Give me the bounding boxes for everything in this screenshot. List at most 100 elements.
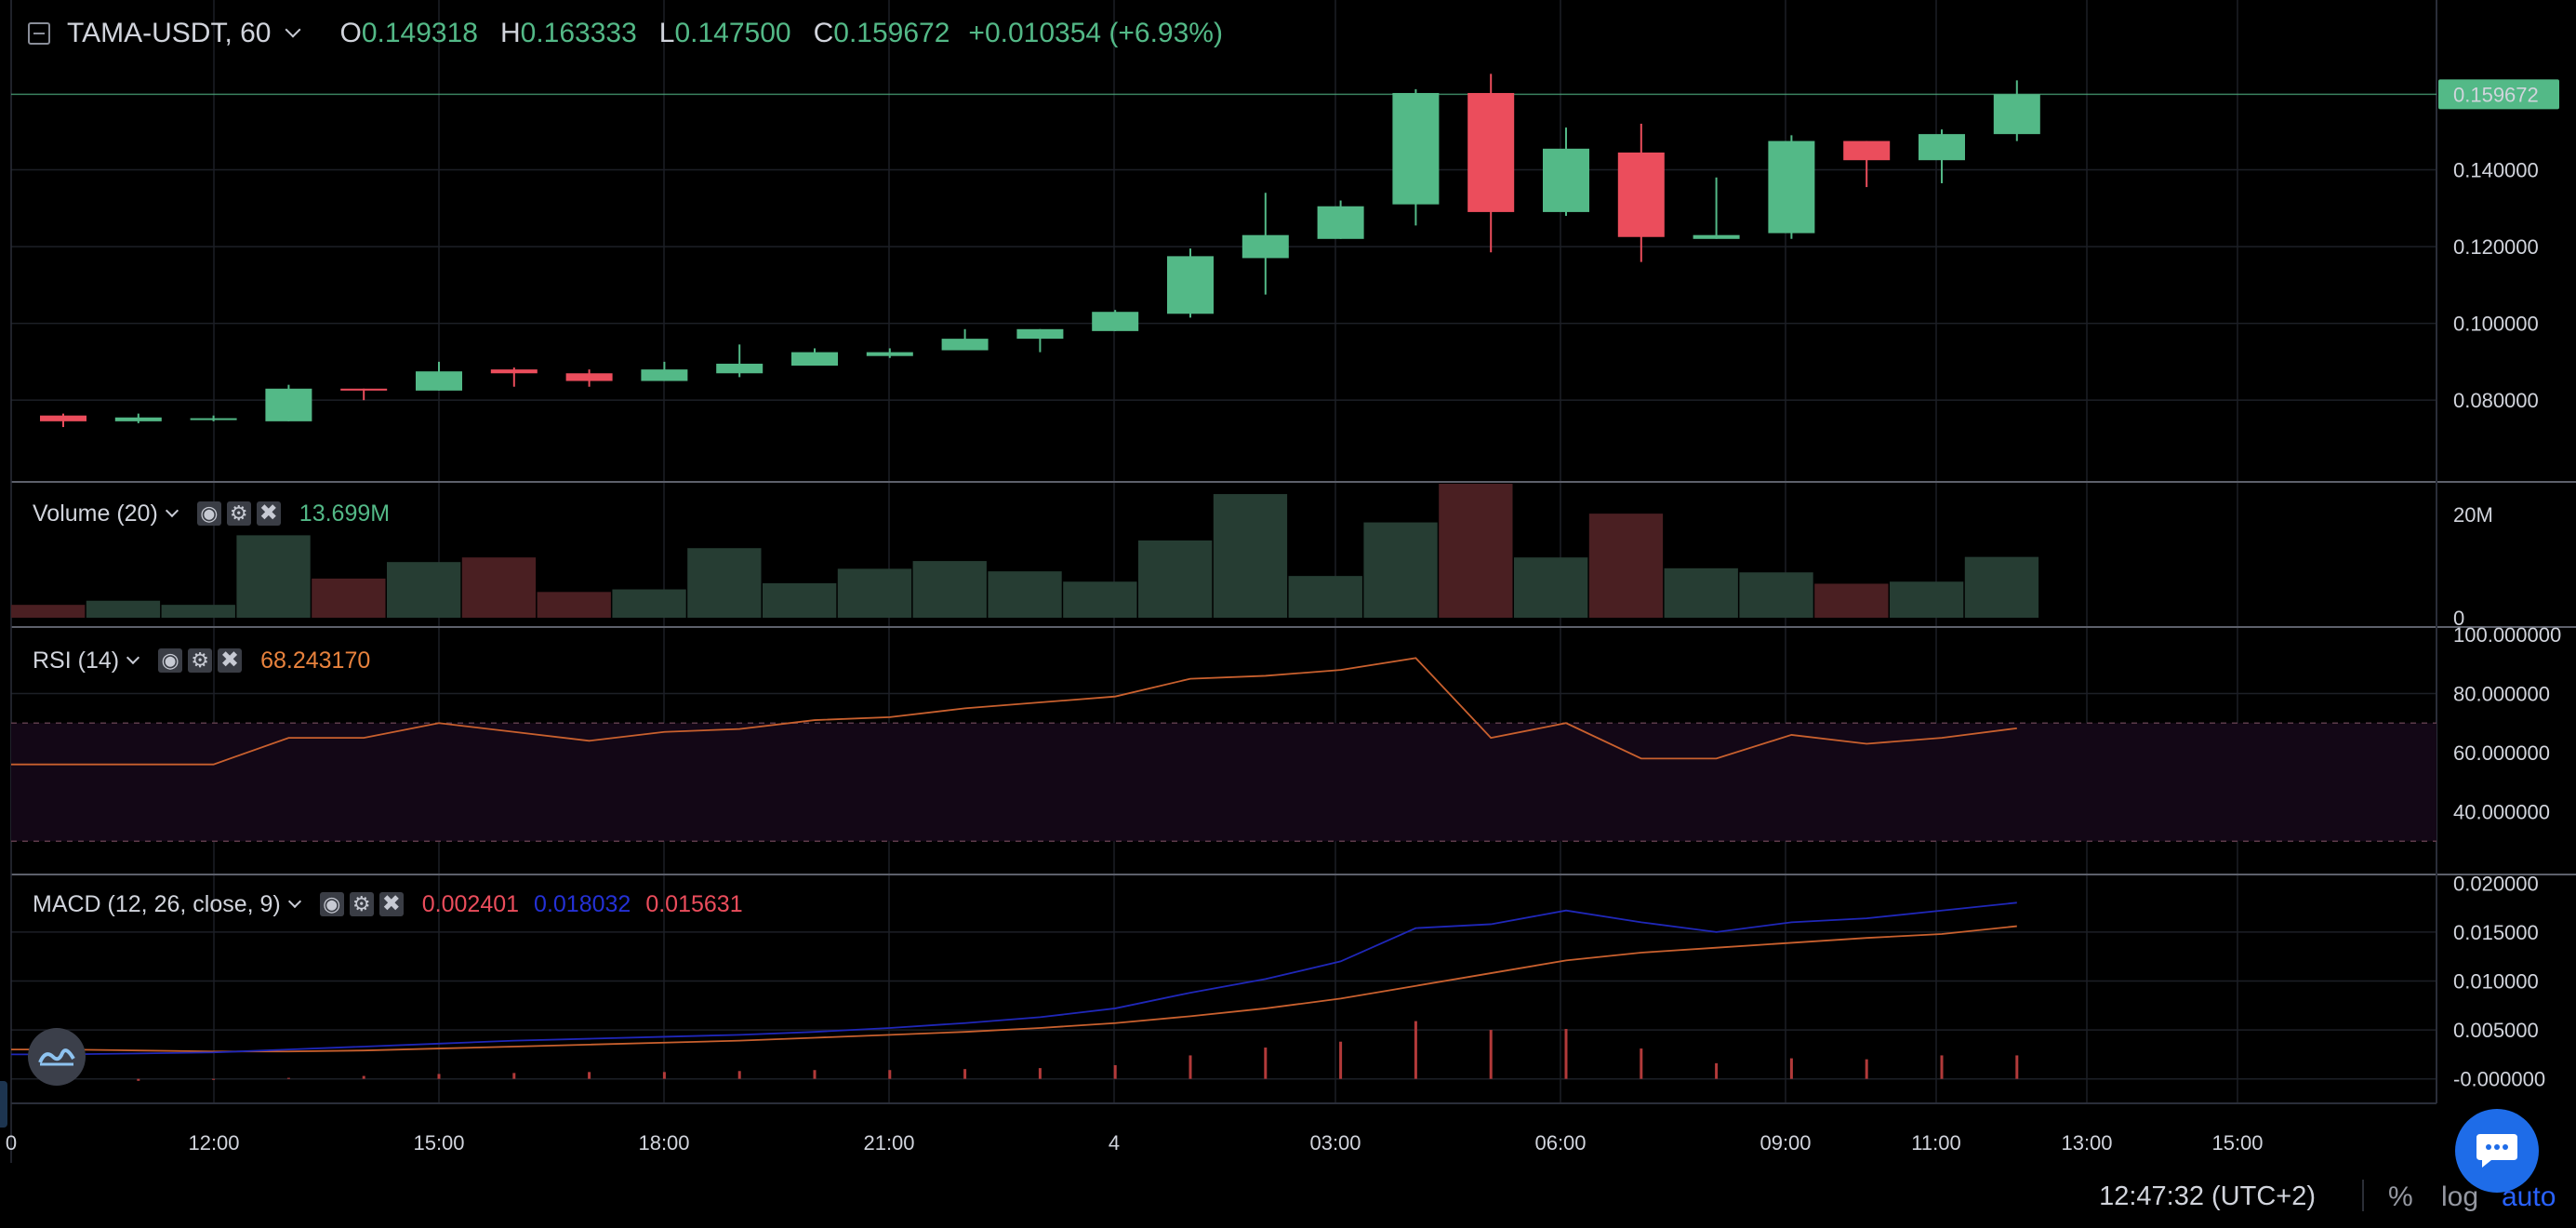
candle — [1543, 127, 1589, 217]
candle — [941, 328, 989, 351]
time-axis-label: 15:00 — [413, 1131, 464, 1155]
candle-body — [1993, 94, 2040, 135]
volume-title[interactable]: Volume (20) — [33, 500, 158, 527]
status-bar: 12:47:32 (UTC+2) % log auto — [0, 1163, 2576, 1228]
candle — [1768, 135, 1815, 239]
change-value: +0.010354 (+6.93%) — [968, 18, 1223, 48]
rsi-title[interactable]: RSI (14) — [33, 647, 120, 674]
volume-legend[interactable]: Volume (20) ◉ ⚙ ✖ 13.699M — [33, 497, 390, 530]
candle — [1167, 248, 1214, 318]
candle-body — [565, 373, 613, 381]
gear-icon[interactable]: ⚙ — [349, 892, 374, 916]
close-value: 0.159672 — [833, 18, 950, 48]
chevron-down-icon[interactable] — [126, 650, 140, 665]
candle-body — [490, 369, 538, 374]
time-axis-label: 11:00 — [1911, 1131, 1960, 1155]
collapse-icon[interactable] — [28, 22, 50, 45]
macd-axis-label: 0.010000 — [2453, 969, 2539, 993]
price-axis-label: 0.120000 — [2453, 235, 2539, 259]
volume-axis-label: 20M — [2453, 503, 2493, 527]
last-price-tag — [2438, 79, 2559, 110]
symbol-title[interactable]: TAMA-USDT, 60 — [67, 18, 272, 48]
candle — [641, 361, 688, 381]
time-axis-label: 4 — [1109, 1131, 1120, 1155]
tradingview-logo-icon[interactable] — [28, 1028, 86, 1086]
gear-icon[interactable]: ⚙ — [226, 501, 251, 526]
close-icon[interactable]: ✖ — [218, 648, 243, 673]
volume-bar — [687, 548, 762, 618]
candle — [791, 348, 838, 367]
rsi-legend[interactable]: RSI (14) ◉ ⚙ ✖ 68.243170 — [33, 644, 370, 677]
candle-body — [1092, 312, 1139, 331]
symbol-legend[interactable]: TAMA-USDT, 60 O 0.149318 H 0.163333 L 0.147… — [28, 13, 1223, 54]
eye-icon[interactable]: ◉ — [158, 648, 183, 673]
macd-legend[interactable]: MACD (12, 26, close, 9) ◉ ⚙ ✖ 0.002401 0… — [33, 888, 743, 921]
time-axis-label: 03:00 — [1309, 1131, 1361, 1155]
candle — [416, 361, 462, 391]
log-toggle[interactable]: log — [2441, 1181, 2479, 1212]
volume-bar — [312, 578, 386, 618]
candle-body — [1016, 328, 1064, 340]
macd-hist-value: 0.002401 — [421, 890, 520, 917]
volume-bar — [1439, 484, 1513, 618]
volume-bar — [1063, 581, 1137, 618]
rsi-axis-label: 100.000000 — [2453, 623, 2561, 647]
time-axis-label: 21:00 — [863, 1131, 914, 1155]
time-axis-label: 15:00 — [2211, 1131, 2263, 1155]
open-value: 0.149318 — [361, 18, 478, 48]
gear-icon[interactable]: ⚙ — [188, 648, 213, 673]
eye-icon[interactable]: ◉ — [319, 892, 344, 916]
price-axis-label: 0.100000 — [2453, 313, 2539, 336]
candle — [265, 384, 312, 421]
candle-body — [190, 418, 237, 420]
candle — [716, 344, 764, 378]
candle-body — [1617, 152, 1665, 237]
rsi-axis-label: 40.000000 — [2453, 801, 2550, 824]
volume-axis-label: 0 — [2453, 607, 2464, 630]
candle-body — [791, 352, 838, 367]
chat-icon — [2476, 1134, 2517, 1168]
sidebar-handle[interactable] — [0, 1081, 7, 1128]
macd-title[interactable]: MACD (12, 26, close, 9) — [33, 890, 281, 917]
price-axis-label: 0.140000 — [2453, 159, 2539, 182]
chevron-down-icon[interactable] — [165, 503, 179, 518]
chat-button[interactable] — [2455, 1109, 2539, 1193]
low-value: 0.147500 — [674, 18, 791, 48]
volume-bar — [763, 582, 837, 618]
divider — [2362, 1180, 2364, 1211]
candle-body — [941, 339, 989, 351]
macd-signal-line — [11, 925, 2017, 1053]
candle-body — [1543, 148, 1589, 212]
volume-bar — [1814, 583, 1889, 618]
macd-signal-value: 0.015631 — [645, 890, 743, 917]
volume-bar — [1514, 557, 1588, 618]
percent-toggle[interactable]: % — [2388, 1181, 2413, 1212]
candle — [1317, 200, 1364, 239]
volume-bar — [1363, 522, 1438, 618]
last-price-label: 0.159672 — [2453, 83, 2539, 106]
candle — [40, 413, 86, 428]
volume-bar — [837, 568, 912, 618]
time-axis-label: 09:00 — [1759, 1131, 1811, 1155]
volume-bar — [1138, 540, 1213, 618]
chevron-down-icon[interactable] — [287, 894, 301, 909]
candle — [1392, 88, 1440, 226]
candle — [1843, 140, 1891, 188]
close-icon[interactable]: ✖ — [256, 501, 281, 526]
high-label: H — [499, 18, 521, 48]
volume-bar — [988, 571, 1062, 618]
macd-line — [11, 901, 2017, 1056]
candle-body — [1392, 92, 1440, 205]
time-axis-label: 06:00 — [1534, 1131, 1586, 1155]
eye-icon[interactable]: ◉ — [196, 501, 221, 526]
chevron-down-icon[interactable] — [285, 21, 301, 38]
candle — [340, 388, 388, 401]
volume-bar — [1664, 567, 1738, 618]
candle-body — [1768, 140, 1815, 234]
time-axis-label: 0 — [6, 1131, 17, 1155]
close-label: C — [813, 18, 834, 48]
candle — [1092, 310, 1139, 331]
close-icon[interactable]: ✖ — [378, 892, 404, 916]
candle-body — [1167, 256, 1214, 314]
